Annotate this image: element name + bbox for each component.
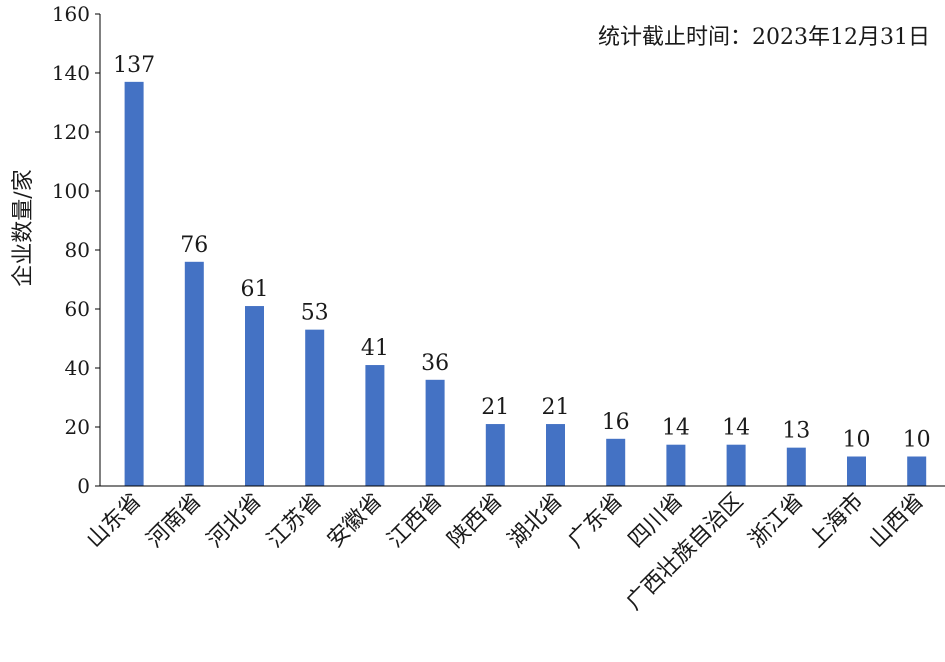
bar [666,444,686,486]
x-category-label: 河南省 [142,489,206,553]
x-category-label: 河北省 [202,489,266,553]
value-label: 53 [301,301,329,326]
bar [485,424,505,486]
value-labels: 137 76 61 53 41 36 21 21 16 14 14 13 10 10 [113,53,931,453]
annotation-cutoff-date: 统计截止时间：2023年12月31日 [598,25,930,50]
x-category-label: 江西省 [383,489,447,553]
y-tick-label: 160 [52,2,90,26]
y-tick-label: 40 [65,356,90,380]
value-label: 16 [602,410,630,435]
x-category-label: 江苏省 [263,489,327,553]
value-label: 137 [113,53,155,78]
bar [606,438,626,486]
bar [124,81,144,486]
y-tick-label: 60 [65,297,90,321]
value-label: 13 [782,419,810,444]
x-category-label: 湖北省 [503,489,567,553]
value-label: 36 [421,351,449,376]
bar [786,447,806,486]
bar [425,379,445,486]
bar [305,329,325,486]
x-category-label: 上海市 [804,489,868,553]
value-label: 14 [722,416,750,441]
value-label: 21 [542,395,570,420]
y-axis: 0 20 40 60 80 100 120 140 160 [52,2,101,498]
y-axis-label: 企业数量/家 [11,169,36,286]
x-category-label: 浙江省 [744,489,808,553]
bar [847,456,866,486]
bar [184,261,204,486]
bar [365,365,385,486]
bar [907,456,927,486]
value-label: 21 [481,395,509,420]
y-tick-label: 140 [52,61,90,85]
value-label: 61 [241,277,269,302]
bar [546,424,565,486]
bar [245,306,264,486]
y-tick-label: 100 [52,179,90,203]
x-axis: 山东省河南省河北省江苏省安徽省江西省陕西省湖北省广东省四川省广西壮族自治区浙江省… [82,485,945,615]
y-tick-label: 20 [65,415,90,439]
value-label: 10 [903,428,931,453]
value-label: 76 [180,233,208,258]
x-category-label: 安徽省 [323,489,387,553]
y-tick-label: 80 [65,238,90,262]
x-category-label: 山东省 [82,489,146,553]
y-tick-label: 0 [77,474,90,498]
value-label: 10 [843,428,871,453]
value-label: 41 [361,336,389,361]
bar [726,444,746,486]
x-category-label: 山西省 [865,489,929,553]
bars [124,81,927,486]
x-category-label: 陕西省 [443,489,507,553]
x-category-label: 广东省 [564,489,628,553]
value-label: 14 [662,416,690,441]
y-tick-label: 120 [52,120,90,144]
